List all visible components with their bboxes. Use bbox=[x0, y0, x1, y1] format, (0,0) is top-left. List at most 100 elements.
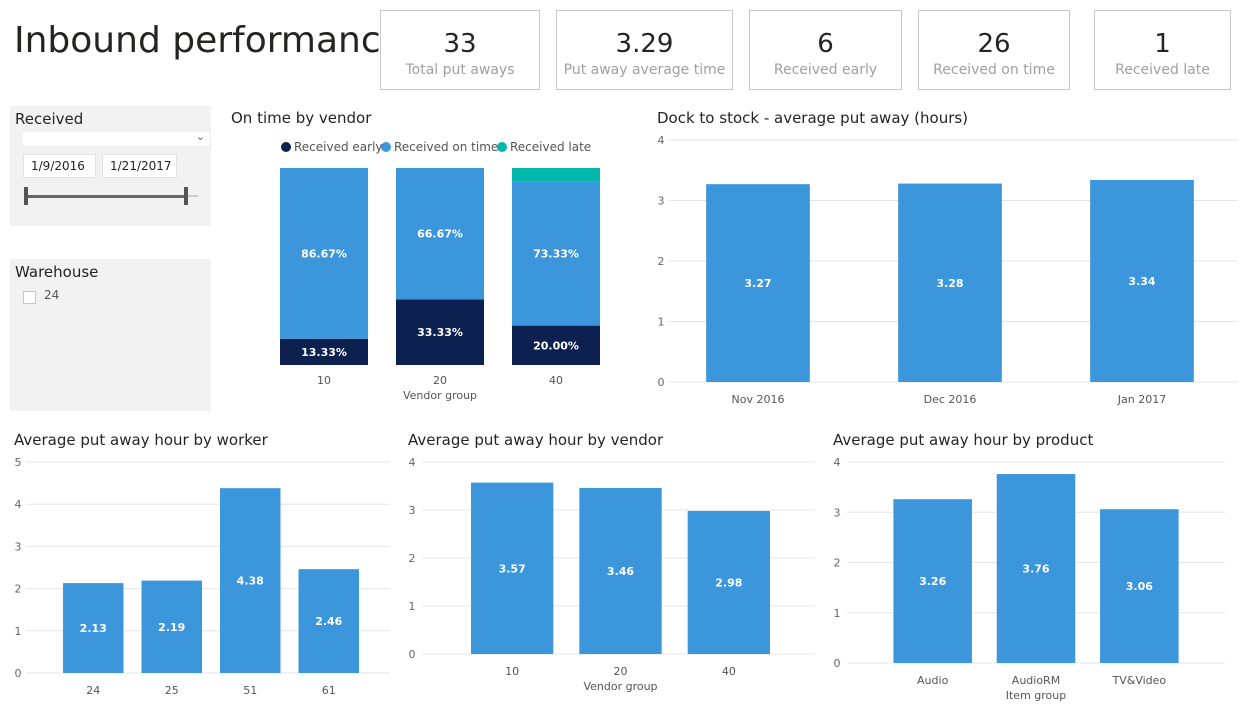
bar-segment bbox=[512, 325, 600, 365]
x-tick-label: Jan 2017 bbox=[1117, 393, 1166, 406]
y-tick-label: 1 bbox=[834, 607, 841, 620]
x-tick-label: Dec 2016 bbox=[924, 393, 977, 406]
slicer-title: Received bbox=[15, 110, 84, 128]
kpi-received-late[interactable]: 1 Received late bbox=[1094, 10, 1231, 90]
y-tick-label: 0 bbox=[15, 667, 22, 680]
kpi-value: 1 bbox=[1154, 29, 1171, 59]
kpi-value: 3.29 bbox=[615, 29, 674, 59]
x-tick-label: 40 bbox=[549, 374, 563, 387]
legend-label: Received on time bbox=[394, 140, 498, 154]
bar bbox=[471, 482, 554, 654]
x-tick-label: TV&Video bbox=[1112, 674, 1167, 687]
data-label: 86.67% bbox=[301, 247, 347, 260]
y-tick-label: 0 bbox=[658, 376, 665, 389]
chart-title-by-product: Average put away hour by product bbox=[833, 431, 1094, 449]
bar-segment bbox=[280, 168, 368, 339]
data-label: 66.67% bbox=[417, 228, 463, 241]
kpi-label: Total put aways bbox=[405, 62, 515, 78]
by-product-chart: 0 1 2 3 4 3.26 Audio 3.76 AudioRM 3.06 TV&Video Ite… bbox=[834, 456, 1225, 702]
bar bbox=[706, 184, 810, 382]
data-label: 33.33% bbox=[417, 326, 463, 339]
kpi-put-away-average-time[interactable]: 3.29 Put away average time bbox=[556, 10, 733, 90]
slider-start-handle[interactable] bbox=[24, 187, 28, 205]
bar-segment bbox=[280, 338, 368, 365]
slider-end-handle[interactable] bbox=[184, 187, 188, 205]
chart-title-by-worker: Average put away hour by worker bbox=[14, 431, 268, 449]
y-tick-label: 3 bbox=[409, 504, 416, 517]
on-time-by-vendor-chart: Received early Received on time Received l… bbox=[280, 140, 600, 402]
end-date-input[interactable]: 1/21/2017 bbox=[102, 154, 177, 178]
by-vendor-chart: 0 1 2 3 4 3.57 10 3.46 20 2.98 40 Vendor group bbox=[409, 456, 815, 693]
kpi-label: Received early bbox=[773, 62, 878, 78]
y-tick-label: 2 bbox=[409, 552, 416, 565]
x-tick-label: 25 bbox=[165, 684, 179, 697]
x-tick-label: 24 bbox=[86, 684, 100, 697]
x-axis-title: Vendor group bbox=[583, 680, 657, 693]
y-tick-label: 2 bbox=[15, 583, 22, 596]
date-slider-track[interactable] bbox=[26, 195, 186, 198]
kpi-label: Received late bbox=[1115, 62, 1210, 78]
date-range-dropdown[interactable]: ⌄ bbox=[23, 130, 209, 146]
y-tick-label: 4 bbox=[409, 456, 416, 469]
slicer-title: Warehouse bbox=[15, 263, 99, 281]
data-label: 73.33% bbox=[533, 247, 579, 260]
kpi-received-on-time[interactable]: 26 Received on time bbox=[918, 10, 1070, 90]
legend-marker bbox=[497, 142, 507, 152]
kpi-value: 33 bbox=[443, 29, 477, 59]
kpi-value: 26 bbox=[977, 29, 1011, 59]
x-tick-label: AudioRM bbox=[1012, 674, 1060, 687]
data-label: 3.28 bbox=[936, 277, 963, 290]
y-tick-label: 2 bbox=[658, 255, 665, 268]
dock-to-stock-chart: 0 1 2 3 4 3.27 Nov 2016 3.28 Dec 2016 3.34 Jan 201… bbox=[658, 134, 1238, 406]
data-label: 2.46 bbox=[315, 615, 342, 628]
data-label: 3.27 bbox=[744, 277, 771, 290]
data-label: 13.33% bbox=[301, 346, 347, 359]
bar bbox=[1100, 509, 1179, 663]
y-tick-label: 2 bbox=[834, 557, 841, 570]
data-label: 3.46 bbox=[607, 565, 634, 578]
data-label: 2.19 bbox=[158, 621, 185, 634]
bar bbox=[996, 474, 1076, 663]
x-tick-label: 61 bbox=[322, 684, 336, 697]
bar-segment bbox=[512, 181, 600, 326]
bar-segment bbox=[396, 299, 484, 365]
y-tick-label: 1 bbox=[15, 625, 22, 638]
data-label: 3.06 bbox=[1126, 580, 1153, 593]
data-label: 2.13 bbox=[80, 622, 107, 635]
x-tick-label: 20 bbox=[614, 665, 628, 678]
y-tick-label: 1 bbox=[658, 316, 665, 329]
x-axis-title: Vendor group bbox=[403, 389, 477, 402]
y-tick-label: 1 bbox=[409, 600, 416, 613]
x-tick-label: Nov 2016 bbox=[732, 393, 785, 406]
x-axis-title: Item group bbox=[1006, 689, 1067, 702]
start-date-input[interactable]: 1/9/2016 bbox=[23, 154, 96, 178]
warehouse-option-label: 24 bbox=[44, 288, 60, 302]
warehouse-checkbox[interactable] bbox=[23, 291, 36, 304]
bar bbox=[687, 510, 770, 654]
y-tick-label: 4 bbox=[658, 134, 665, 147]
data-label: 3.26 bbox=[919, 575, 946, 588]
bar-segment bbox=[396, 168, 484, 300]
bar bbox=[898, 183, 1002, 382]
date-slider-rest bbox=[186, 195, 198, 197]
kpi-label: Put away average time bbox=[563, 62, 726, 78]
x-tick-label: 10 bbox=[505, 665, 519, 678]
kpi-total-put-aways[interactable]: 33 Total put aways bbox=[380, 10, 540, 90]
chart-title-on-time: On time by vendor bbox=[231, 109, 372, 127]
x-tick-label: Audio bbox=[917, 674, 949, 687]
kpi-received-early[interactable]: 6 Received early bbox=[749, 10, 902, 90]
x-tick-label: 20 bbox=[433, 374, 447, 387]
x-tick-label: 40 bbox=[722, 665, 736, 678]
data-label: 3.34 bbox=[1128, 275, 1155, 288]
kpi-value: 6 bbox=[817, 29, 834, 59]
warehouse-slicer: Warehouse 24 bbox=[10, 259, 211, 411]
data-label: 20.00% bbox=[533, 339, 579, 352]
legend-label: Received late bbox=[510, 140, 591, 154]
bar bbox=[893, 499, 972, 663]
bar bbox=[1090, 179, 1194, 382]
y-tick-label: 4 bbox=[15, 498, 22, 511]
y-tick-label: 4 bbox=[834, 456, 841, 469]
y-tick-label: 3 bbox=[834, 506, 841, 519]
legend-label: Received early bbox=[294, 140, 383, 154]
chevron-down-icon[interactable]: ⌄ bbox=[195, 130, 205, 143]
